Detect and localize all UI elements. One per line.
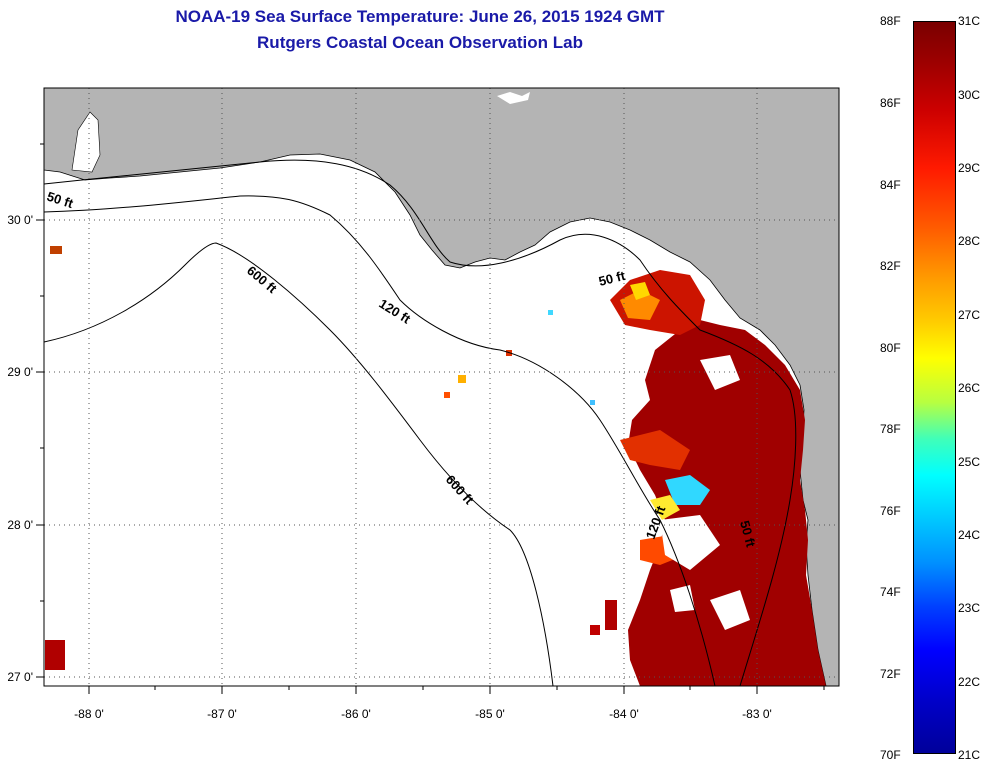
lat-label-30: 30 0' <box>7 213 33 227</box>
colorbar-f-76: 76F <box>880 504 901 518</box>
map-frame <box>43 87 840 687</box>
colorbar-c-24: 24C <box>958 528 981 542</box>
colorbar-c-25: 25C <box>958 455 981 469</box>
colorbar-f-78: 78F <box>880 422 901 436</box>
colorbar-c-26: 26C <box>958 381 981 395</box>
lon-label-86: -86 0' <box>341 707 371 721</box>
colorbar-f-82: 82F <box>880 259 901 273</box>
colorbar-f-84: 84F <box>880 178 901 192</box>
contour-50ft <box>44 159 797 686</box>
colorbar-c-22: 22C <box>958 675 981 689</box>
colorbar-c-21: 21C <box>958 748 981 762</box>
lon-label-85: -85 0' <box>475 707 505 721</box>
map-subtitle: Rutgers Coastal Ocean Observation Lab <box>257 33 583 52</box>
colorbar-f-86: 86F <box>880 96 901 110</box>
map-title: NOAA-19 Sea Surface Temperature: June 26… <box>175 7 665 26</box>
colorbar-f-74: 74F <box>880 585 901 599</box>
lon-label-84: -84 0' <box>609 707 639 721</box>
lat-label-27: 27 0' <box>7 670 33 684</box>
colorbar-c-23: 23C <box>958 601 981 615</box>
contour-120ft <box>44 195 716 686</box>
colorbar-f-88: 88F <box>880 14 901 28</box>
contour-label-50ft-south: 50 ft <box>737 519 759 549</box>
colorbar-c-31: 31C <box>958 14 981 28</box>
sst-data-layer <box>45 246 826 686</box>
lon-label-83: -83 0' <box>742 707 772 721</box>
lon-label-87: -87 0' <box>207 707 237 721</box>
depth-contours <box>44 159 797 686</box>
colorbar-c-28: 28C <box>958 234 981 248</box>
contour-600ft <box>44 242 554 686</box>
bay-inlet <box>71 111 101 173</box>
lat-label-29: 29 0' <box>7 365 33 379</box>
lon-label-88: -88 0' <box>74 707 104 721</box>
axis-ticks <box>36 143 825 694</box>
temperature-colorbar <box>913 21 956 754</box>
inland-lake <box>497 92 530 104</box>
contour-label-50ft-bigbend: 50 ft <box>597 268 627 289</box>
colorbar-f-70: 70F <box>880 748 901 762</box>
lat-label-28: 28 0' <box>7 518 33 532</box>
colorbar-c-27: 27C <box>958 308 981 322</box>
colorbar-c-29: 29C <box>958 161 981 175</box>
colorbar-c-30: 30C <box>958 88 981 102</box>
colorbar-f-72: 72F <box>880 667 901 681</box>
colorbar-f-80: 80F <box>880 341 901 355</box>
